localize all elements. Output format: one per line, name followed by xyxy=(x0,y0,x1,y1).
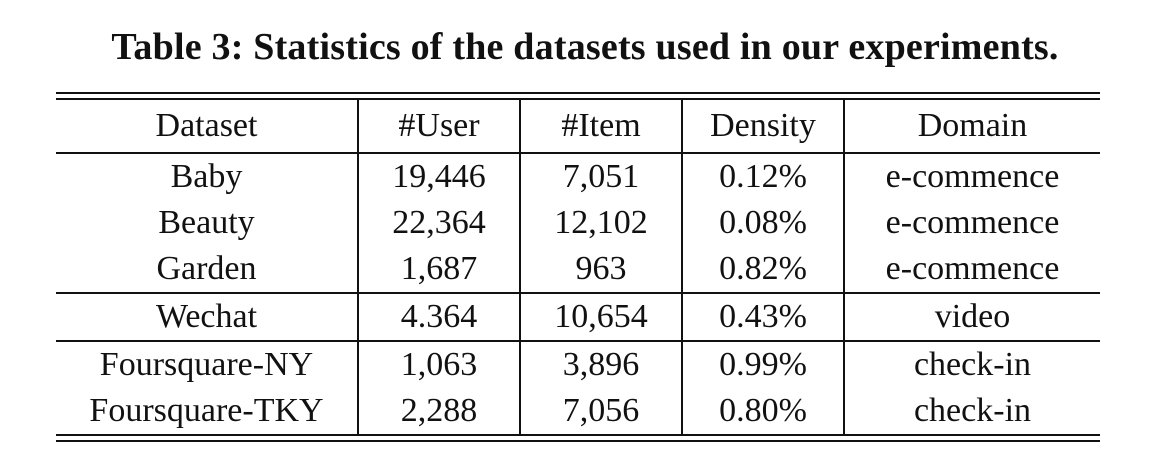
cell-item: 7,051 xyxy=(519,153,682,200)
cell-domain: check-in xyxy=(843,341,1100,388)
cell-item: 3,896 xyxy=(519,341,682,388)
cell-user: 4.364 xyxy=(357,293,520,342)
cell-item: 7,056 xyxy=(519,388,682,434)
cell-density: 0.12% xyxy=(681,153,844,200)
cell-dataset: Garden xyxy=(56,246,358,294)
cell-density: 0.43% xyxy=(681,293,844,342)
bottom-rule-inner xyxy=(56,434,1100,436)
table-row: Foursquare-NY 1,063 3,896 0.99% check-in xyxy=(56,341,1100,388)
bottom-rule xyxy=(56,440,1100,442)
table-row: Garden 1,687 963 0.82% e-commence xyxy=(56,246,1100,294)
top-rule-inner xyxy=(56,98,1100,100)
cell-domain: e-commence xyxy=(843,246,1100,294)
table-row: Wechat 4.364 10,654 0.43% video xyxy=(56,293,1100,342)
cell-dataset: Foursquare-NY xyxy=(99,346,314,383)
cell-domain: video xyxy=(843,293,1100,342)
top-rule xyxy=(56,92,1100,94)
cell-user: 19,446 xyxy=(357,153,520,200)
cell-dataset: Wechat xyxy=(56,293,358,342)
cell-domain: e-commence xyxy=(843,200,1100,246)
cell-domain: e-commence xyxy=(843,153,1100,200)
header-row: Dataset #User #Item Density Domain xyxy=(56,100,1100,154)
cell-user: 2,288 xyxy=(357,388,520,434)
table-row: Foursquare-TKY 2,288 7,056 0.80% check-i… xyxy=(56,388,1100,434)
cell-domain: check-in xyxy=(843,388,1100,434)
cell-item: 10,654 xyxy=(519,293,682,342)
cell-density: 0.82% xyxy=(681,246,844,294)
header-cell-user: #User xyxy=(357,100,520,154)
cell-user: 22,364 xyxy=(357,200,520,246)
table-row: Beauty 22,364 12,102 0.08% e-commence xyxy=(56,200,1100,246)
cell-user: 1,687 xyxy=(357,246,520,294)
cell-density: 0.80% xyxy=(681,388,844,434)
header-cell-item: #Item xyxy=(519,100,682,154)
cell-density: 0.99% xyxy=(681,341,844,388)
cell-item: 963 xyxy=(519,246,682,294)
cell-dataset: Baby xyxy=(170,158,243,195)
table-row: Baby 19,446 7,051 0.12% e-commence xyxy=(56,153,1100,200)
header-cell-dataset: Dataset xyxy=(56,100,358,154)
cell-item: 12,102 xyxy=(519,200,682,246)
dataset-statistics-table: Dataset #User #Item Density Domain Baby … xyxy=(56,92,1100,442)
cell-dataset: Beauty xyxy=(158,204,255,241)
cell-density: 0.08% xyxy=(681,200,844,246)
header-cell-domain: Domain xyxy=(843,100,1100,154)
cell-dataset: Foursquare-TKY xyxy=(89,392,324,429)
statistics-table: Dataset #User #Item Density Domain Baby … xyxy=(56,100,1100,434)
cell-user: 1,063 xyxy=(357,341,520,388)
table-caption: Table 3: Statistics of the datasets used… xyxy=(111,26,1059,68)
header-cell-density: Density xyxy=(681,100,844,154)
